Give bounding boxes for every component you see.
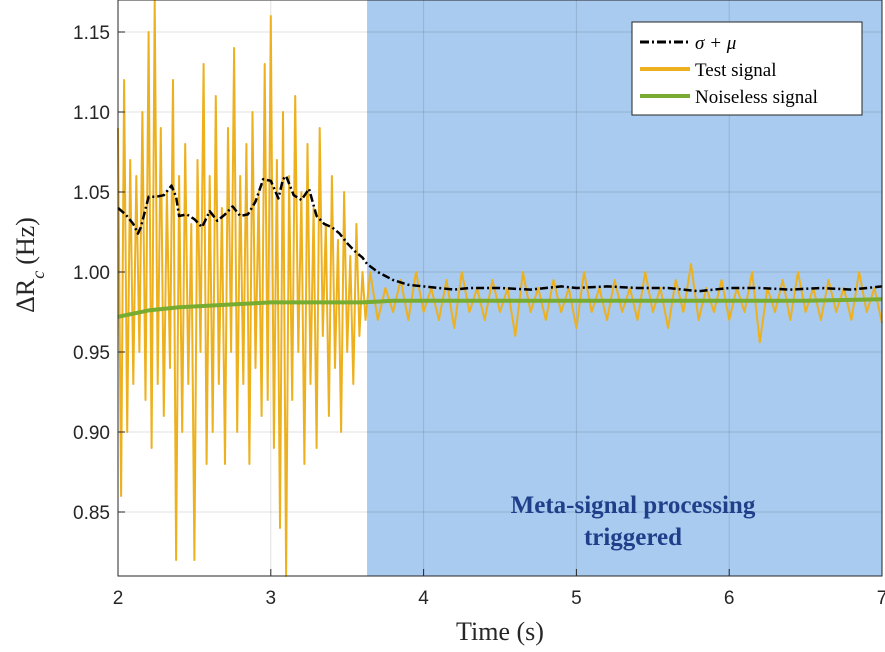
y-tick-label: 1.00 — [73, 263, 110, 284]
y-tick-label: 1.15 — [73, 23, 110, 44]
x-tick-label: 6 — [724, 588, 735, 609]
series-layer — [117, 0, 883, 577]
y-tick-label: 0.95 — [73, 343, 110, 364]
legend-label-test-signal: Test signal — [695, 60, 777, 81]
legend-label-noiseless-signal: Noiseless signal — [695, 87, 818, 108]
x-tick-label: 2 — [113, 588, 124, 609]
series-noiseless-signal-line — [117, 297, 883, 319]
series-sigma-mu-line — [117, 174, 883, 293]
legend: σ + μ Test signal Noiseless signal — [631, 21, 863, 116]
x-tick-label: 5 — [571, 588, 582, 609]
legend-label-sigma-mu: σ + μ — [695, 33, 736, 54]
y-axis-label: ΔRc(Hz) — [11, 217, 48, 313]
y-tick-label: 1.10 — [73, 103, 110, 124]
plot-frame — [117, 0, 883, 577]
x-ticks: 2 3 4 5 6 7 — [113, 569, 885, 609]
y-ticks: 0.85 0.90 0.95 1.00 1.05 1.10 1.15 — [73, 23, 125, 524]
series-test-signal-line — [117, 0, 883, 577]
x-tick-label: 3 — [266, 588, 277, 609]
x-tick-label: 7 — [877, 588, 885, 609]
y-tick-label: 1.05 — [73, 183, 110, 204]
x-tick-label: 4 — [418, 588, 429, 609]
x-axis-label: Time (s) — [456, 617, 544, 646]
y-tick-label: 0.85 — [73, 503, 110, 524]
annotation-line-2: triggered — [584, 524, 682, 551]
annotation-line-1: Meta-signal processing — [511, 492, 756, 519]
y-tick-label: 0.90 — [73, 423, 110, 444]
